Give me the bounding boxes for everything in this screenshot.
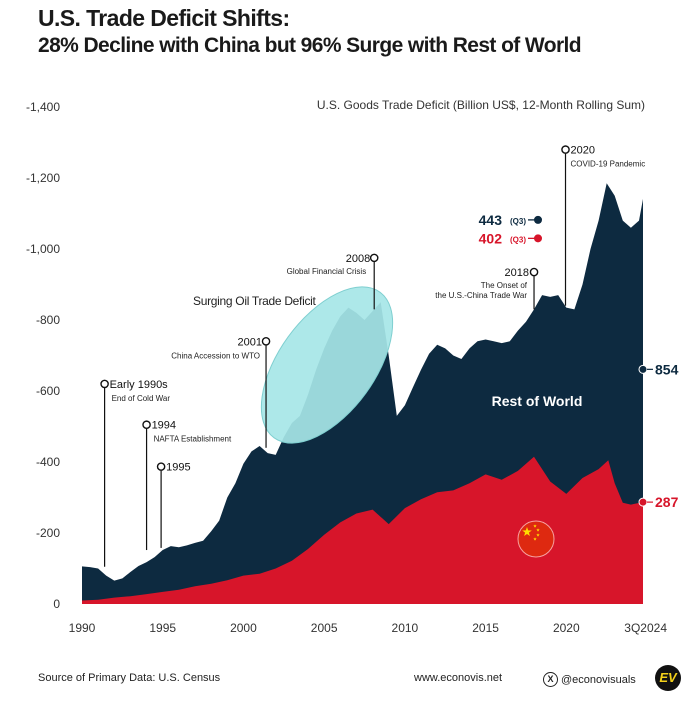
x-tick-label: 2000 (230, 621, 257, 635)
y-tick-label: -1,400 (26, 100, 60, 114)
annotation-year: 2001 (238, 336, 262, 348)
annotation-5: 2018 The Onset of the U.S.-China Trade War (435, 267, 539, 310)
x-tick-label: 2020 (553, 621, 580, 635)
q3-label-dot (534, 234, 542, 243)
value-labels: 443 (Q3) 402 (Q3) 854 287 Rest of World (479, 212, 679, 558)
end-label-dot (638, 364, 648, 374)
annotation-desc: COVID-19 Pandemic (571, 160, 646, 169)
annotation-year: 2008 (346, 253, 370, 265)
q3-label-value: 402 (479, 230, 503, 246)
annotation-marker (142, 420, 151, 430)
annotation-year: 2018 (505, 267, 529, 279)
chart-title: U.S. Trade Deficit Shifts: (38, 5, 290, 31)
annotation-year: 1994 (152, 420, 176, 432)
annotation-year: 2020 (571, 145, 595, 157)
q3-label-tag: (Q3) (510, 217, 526, 226)
annotation-marker (529, 267, 539, 277)
china-flag-icon (517, 520, 555, 558)
source-note: Source of Primary Data: U.S. Census (38, 672, 221, 684)
annotation-6: 2020 COVID-19 Pandemic (561, 145, 646, 306)
annotation-year: Early 1990s (110, 379, 169, 391)
end-label-dot (638, 497, 648, 507)
y-axis-label: U.S. Goods Trade Deficit (Billion US$, 1… (317, 98, 645, 112)
annotation-4: 2008 Global Financial Crisis (287, 253, 379, 310)
annotation-desc: End of Cold War (112, 394, 171, 403)
annotation-desc: NAFTA Establishment (154, 435, 232, 444)
annotation-desc: China Accession to WTO (171, 351, 260, 360)
y-tick-label: -200 (36, 526, 60, 540)
annotation-desc: Global Financial Crisis (287, 267, 367, 276)
annotation-0: Early 1990s End of Cold War (100, 379, 171, 567)
annotation-3: 2001 China Accession to WTO (171, 336, 271, 448)
x-tick-label: 1990 (69, 621, 96, 635)
axis-layer: 0 -200 -400 -600 -800 -1,000 -1,200 -1,400 1990 1… (26, 98, 667, 635)
y-tick-label: 0 (53, 597, 60, 611)
oil-ellipse (260, 286, 394, 444)
y-tick-label: -1,000 (26, 242, 60, 256)
annotation-year: 1995 (166, 462, 190, 474)
oil-deficit-highlight: Surging Oil Trade Deficit (193, 286, 394, 444)
trade-deficit-area-chart: 0 -200 -400 -600 -800 -1,000 -1,200 -1,400 1990 1… (26, 98, 679, 635)
y-tick-label: -600 (36, 384, 60, 398)
x-icon: X (543, 672, 558, 687)
annotation-desc: WTO Establishment (168, 476, 219, 496)
annotation-marker (261, 336, 271, 346)
y-tick-label: -1,200 (26, 171, 60, 185)
annotation-2: 1995 WTO Establishment (156, 462, 219, 548)
social-handle[interactable]: X @econovisuals (543, 672, 636, 687)
oil-callout-label: Surging Oil Trade Deficit (193, 294, 317, 308)
annotation-marker (369, 253, 379, 263)
event-annotations: Early 1990s End of Cold War 1994 NAFTA Esta… (100, 145, 646, 567)
x-tick-label: 2015 (472, 621, 499, 635)
econovis-logo: EV (655, 665, 681, 691)
chart-subtitle: 28% Decline with China but 96% Surge wit… (38, 34, 582, 57)
social-handle-text: @econovisuals (561, 673, 636, 686)
annotation-marker (100, 379, 109, 389)
q3-label-value: 443 (479, 212, 503, 228)
y-tick-label: -800 (36, 313, 60, 327)
x-tick-label: 1995 (149, 621, 176, 635)
annotation-marker (561, 145, 570, 154)
x-tick-label: 2005 (311, 621, 338, 635)
annotation-1: 1994 NAFTA Establishment (142, 420, 232, 551)
china-deficit-area (82, 456, 643, 604)
q3-label-tag: (Q3) (510, 235, 526, 244)
q3-label-dot (534, 215, 542, 224)
end-label-value: 287 (655, 494, 679, 510)
annotation-desc: The Onset of the U.S.-China Trade War (435, 281, 528, 300)
x-tick-label: 3Q2024 (624, 621, 667, 635)
website-link[interactable]: www.econovis.net (414, 672, 503, 684)
annotation-marker (156, 462, 166, 471)
y-tick-label: -400 (36, 455, 60, 469)
rest-of-world-label: Rest of World (492, 393, 583, 409)
x-tick-label: 2010 (392, 621, 419, 635)
end-label-value: 854 (655, 361, 679, 377)
